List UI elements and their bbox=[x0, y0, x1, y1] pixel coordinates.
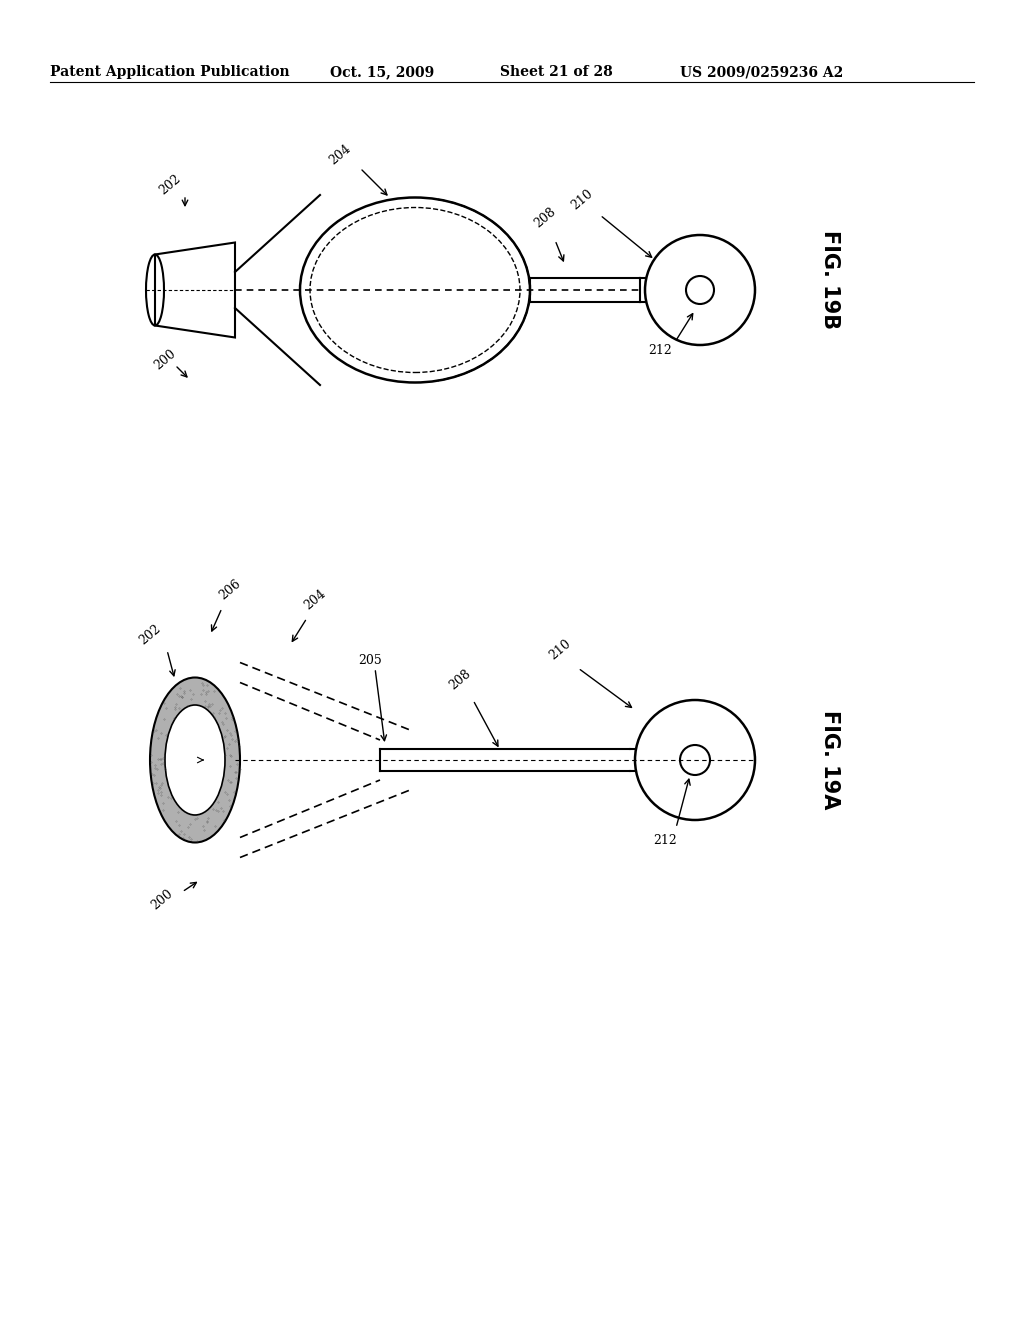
Text: Oct. 15, 2009: Oct. 15, 2009 bbox=[330, 65, 434, 79]
Text: 210: 210 bbox=[568, 187, 595, 213]
Text: Sheet 21 of 28: Sheet 21 of 28 bbox=[500, 65, 612, 79]
Text: 204: 204 bbox=[327, 143, 353, 168]
Text: 200: 200 bbox=[148, 887, 175, 912]
Text: 202: 202 bbox=[137, 623, 163, 648]
Text: 212: 212 bbox=[648, 343, 672, 356]
Ellipse shape bbox=[150, 677, 240, 842]
Text: 205: 205 bbox=[358, 653, 382, 667]
Text: 200: 200 bbox=[152, 347, 178, 372]
Ellipse shape bbox=[165, 705, 225, 814]
Text: 202: 202 bbox=[157, 173, 183, 198]
Text: 208: 208 bbox=[446, 668, 473, 693]
Text: FIG. 19B: FIG. 19B bbox=[820, 231, 840, 330]
Text: 206: 206 bbox=[217, 577, 244, 603]
Text: US 2009/0259236 A2: US 2009/0259236 A2 bbox=[680, 65, 843, 79]
Text: 212: 212 bbox=[653, 833, 677, 846]
Text: FIG. 19A: FIG. 19A bbox=[820, 710, 840, 809]
Text: 210: 210 bbox=[547, 638, 573, 663]
Text: 204: 204 bbox=[302, 587, 329, 612]
Text: 208: 208 bbox=[531, 206, 558, 231]
Text: Patent Application Publication: Patent Application Publication bbox=[50, 65, 290, 79]
